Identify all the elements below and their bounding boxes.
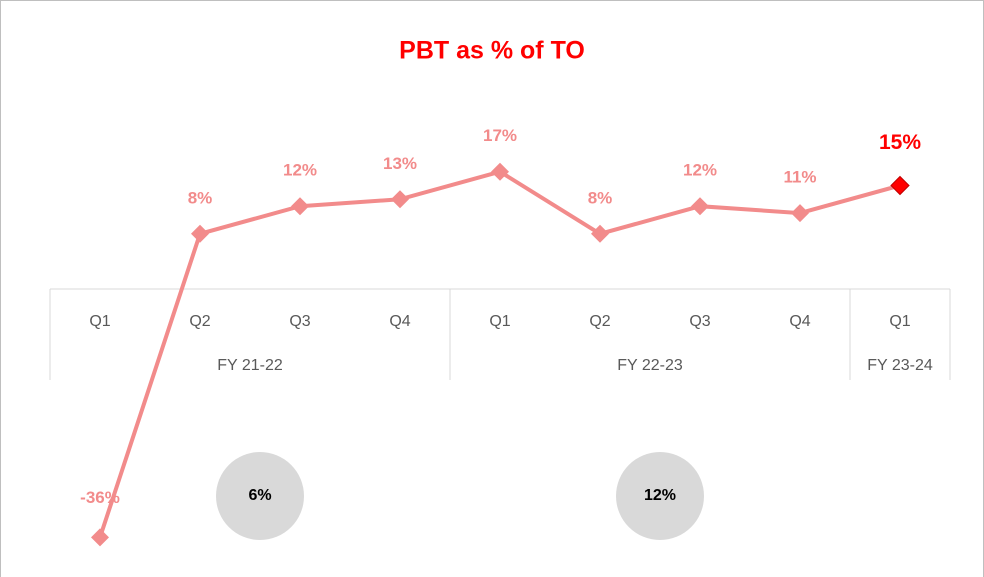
group-label: FY 23-24 <box>867 357 933 374</box>
point-marker <box>791 204 809 223</box>
point-marker <box>591 224 609 243</box>
data-label: 11% <box>783 168 816 187</box>
x-tick-label: Q1 <box>889 313 910 330</box>
x-tick-label: Q3 <box>689 313 710 330</box>
x-tick-label: Q1 <box>489 313 510 330</box>
average-label: 6% <box>248 487 271 504</box>
data-label: -36% <box>80 488 120 507</box>
x-tick-label: Q4 <box>789 313 810 330</box>
data-label: 15% <box>879 131 921 154</box>
group-label: FY 22-23 <box>617 357 683 374</box>
data-label: 8% <box>188 188 213 207</box>
x-tick-label: Q2 <box>589 313 610 330</box>
point-marker <box>491 162 509 181</box>
group-label: FY 21-22 <box>217 357 283 374</box>
point-marker <box>691 197 709 216</box>
point-marker <box>191 224 209 243</box>
average-label: 12% <box>644 487 676 504</box>
average-circle <box>616 452 704 540</box>
x-tick-label: Q4 <box>389 313 410 330</box>
data-label: 12% <box>283 161 317 180</box>
x-tick-label: Q2 <box>189 313 210 330</box>
x-tick-label: Q3 <box>289 313 310 330</box>
point-marker <box>291 197 309 216</box>
data-label: 17% <box>483 126 517 145</box>
point-marker <box>890 175 910 196</box>
x-tick-label: Q1 <box>89 313 110 330</box>
chart-title: PBT as % of TO <box>399 37 585 65</box>
average-circle <box>216 452 304 540</box>
point-marker <box>391 190 409 209</box>
data-label: 12% <box>683 161 717 180</box>
data-label: 8% <box>588 188 613 207</box>
point-marker <box>91 528 109 547</box>
data-label: 13% <box>383 154 417 173</box>
